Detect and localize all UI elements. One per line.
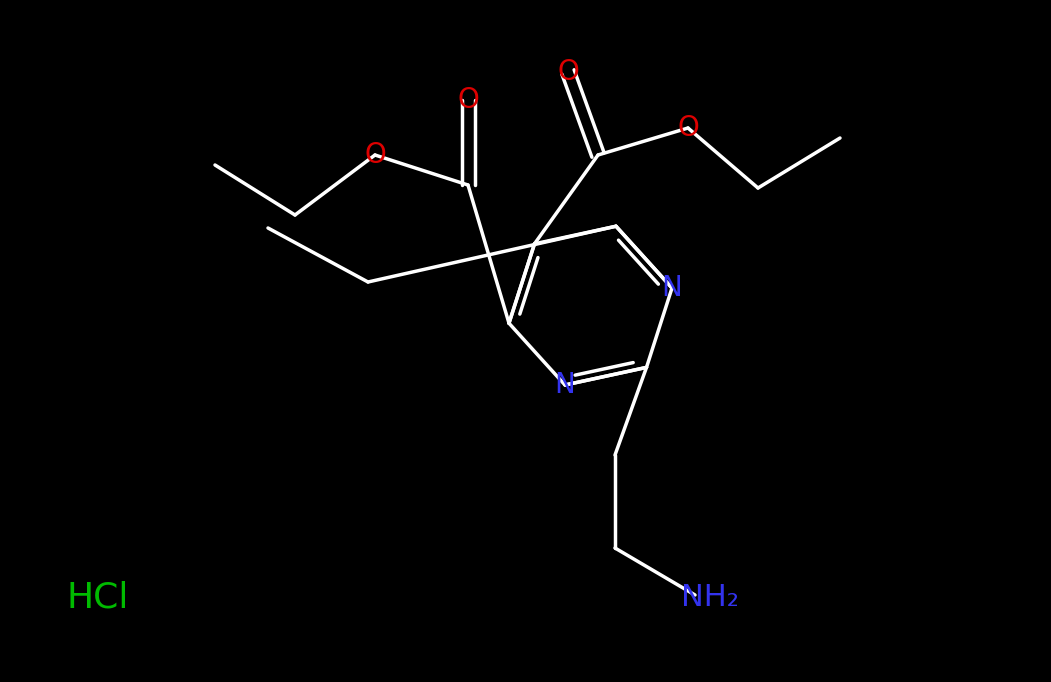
Text: HCl: HCl (67, 581, 129, 615)
Text: O: O (457, 86, 479, 114)
Text: O: O (364, 141, 386, 169)
Text: NH₂: NH₂ (681, 584, 739, 612)
Text: O: O (677, 114, 699, 142)
Text: O: O (557, 58, 579, 86)
Text: N: N (662, 274, 682, 302)
Text: N: N (555, 371, 575, 399)
